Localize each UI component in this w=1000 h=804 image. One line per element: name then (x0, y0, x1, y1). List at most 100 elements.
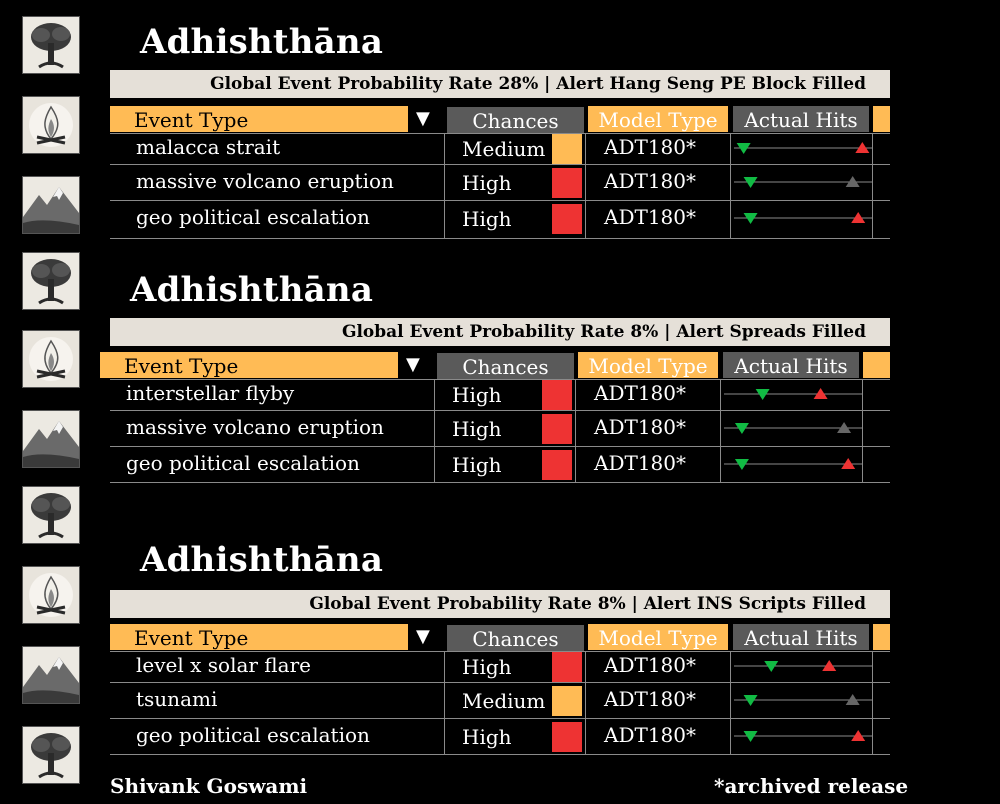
up-triangle-icon (851, 730, 866, 741)
chance-value: High (452, 453, 502, 477)
event-name: level x solar flare (136, 653, 311, 677)
column-divider (730, 133, 731, 238)
chances-header: Chances (437, 353, 574, 379)
thumbnail-1 (22, 16, 80, 74)
hits-track (734, 176, 872, 188)
up-triangle-icon (845, 176, 860, 187)
thumbnail-4 (22, 252, 80, 310)
chance-indicator (542, 450, 572, 480)
row-divider (110, 446, 890, 447)
model-value: ADT180* (604, 205, 696, 229)
archived-note: *archived release (714, 774, 909, 798)
down-triangle-icon (764, 661, 779, 672)
mountain-icon (23, 177, 79, 233)
model-value: ADT180* (594, 415, 686, 439)
panel-title: Adhishthāna (140, 22, 384, 62)
chance-indicator (542, 380, 572, 410)
hits-track (724, 422, 862, 434)
hits-track (734, 730, 872, 742)
model-value: ADT180* (604, 169, 696, 193)
up-triangle-icon (855, 142, 870, 153)
bonfire-icon (23, 567, 79, 623)
row-divider (110, 754, 890, 755)
hits-track (734, 142, 872, 154)
row-divider (110, 238, 890, 239)
panel-title: Adhishthāna (140, 540, 384, 580)
header-divider (110, 133, 890, 134)
down-triangle-icon (736, 143, 751, 154)
hits-track (734, 212, 872, 224)
event-type-header[interactable]: Event Type (110, 624, 408, 650)
hits-track (724, 458, 862, 470)
thumbnail-10 (22, 726, 80, 784)
thumbnail-9 (22, 646, 80, 704)
chance-value: Medium (462, 689, 546, 713)
header-divider (110, 379, 890, 380)
row-divider (110, 410, 890, 411)
chances-header: Chances (447, 625, 584, 651)
event-name: geo political escalation (126, 451, 360, 475)
down-triangle-icon (743, 177, 758, 188)
bonfire-icon (23, 331, 79, 387)
down-triangle-icon (734, 459, 749, 470)
up-triangle-icon (822, 660, 837, 671)
thumbnail-5 (22, 330, 80, 388)
row-divider (110, 164, 890, 165)
chance-value: High (462, 171, 512, 195)
header-divider (110, 651, 890, 652)
chance-indicator (542, 414, 572, 444)
chance-value: High (462, 725, 512, 749)
up-triangle-icon (851, 212, 866, 223)
thumbnail-6 (22, 410, 80, 468)
down-triangle-icon (734, 423, 749, 434)
panel-title: Adhishthāna (130, 270, 374, 310)
event-name: tsunami (136, 687, 218, 711)
dropdown-caret-icon[interactable]: ▼ (406, 354, 420, 375)
up-triangle-icon (837, 422, 852, 433)
chance-indicator (552, 686, 582, 716)
alert-banner: Global Event Probability Rate 28% | Aler… (110, 70, 890, 98)
actual-hits-header: Actual Hits (723, 352, 859, 378)
event-type-header[interactable]: Event Type (100, 352, 398, 378)
event-name: malacca strait (136, 135, 281, 159)
chances-header: Chances (447, 107, 584, 133)
column-divider (585, 651, 586, 754)
header-end-cap (873, 624, 890, 650)
up-triangle-icon (813, 388, 828, 399)
model-value: ADT180* (594, 451, 686, 475)
chance-indicator (552, 652, 582, 682)
chance-value: High (452, 417, 502, 441)
model-type-header: Model Type (588, 106, 728, 132)
up-triangle-icon (841, 458, 856, 469)
down-triangle-icon (743, 731, 758, 742)
dropdown-caret-icon[interactable]: ▼ (416, 626, 430, 647)
chance-indicator (552, 722, 582, 752)
event-name: massive volcano eruption (136, 169, 394, 193)
mountain-icon (23, 647, 79, 703)
column-divider (872, 133, 873, 238)
mountain-icon (23, 411, 79, 467)
actual-hits-header: Actual Hits (733, 106, 869, 132)
column-divider (585, 133, 586, 238)
row-divider (110, 718, 890, 719)
hits-track (724, 388, 862, 400)
chance-indicator (552, 168, 582, 198)
thumbnail-3 (22, 176, 80, 234)
column-divider (444, 133, 445, 238)
dropdown-caret-icon[interactable]: ▼ (416, 108, 430, 129)
tree-icon (23, 253, 79, 309)
thumbnail-7 (22, 486, 80, 544)
column-divider (444, 651, 445, 754)
alert-banner: Global Event Probability Rate 8% | Alert… (110, 590, 890, 618)
tree-icon (23, 17, 79, 73)
event-type-header[interactable]: Event Type (110, 106, 408, 132)
down-triangle-icon (743, 695, 758, 706)
alert-banner: Global Event Probability Rate 8% | Alert… (110, 318, 890, 346)
chance-indicator (552, 134, 582, 164)
bonfire-icon (23, 97, 79, 153)
column-divider (434, 379, 435, 482)
model-type-header: Model Type (578, 352, 718, 378)
model-value: ADT180* (604, 687, 696, 711)
chance-value: High (462, 207, 512, 231)
header-end-cap (873, 106, 890, 132)
